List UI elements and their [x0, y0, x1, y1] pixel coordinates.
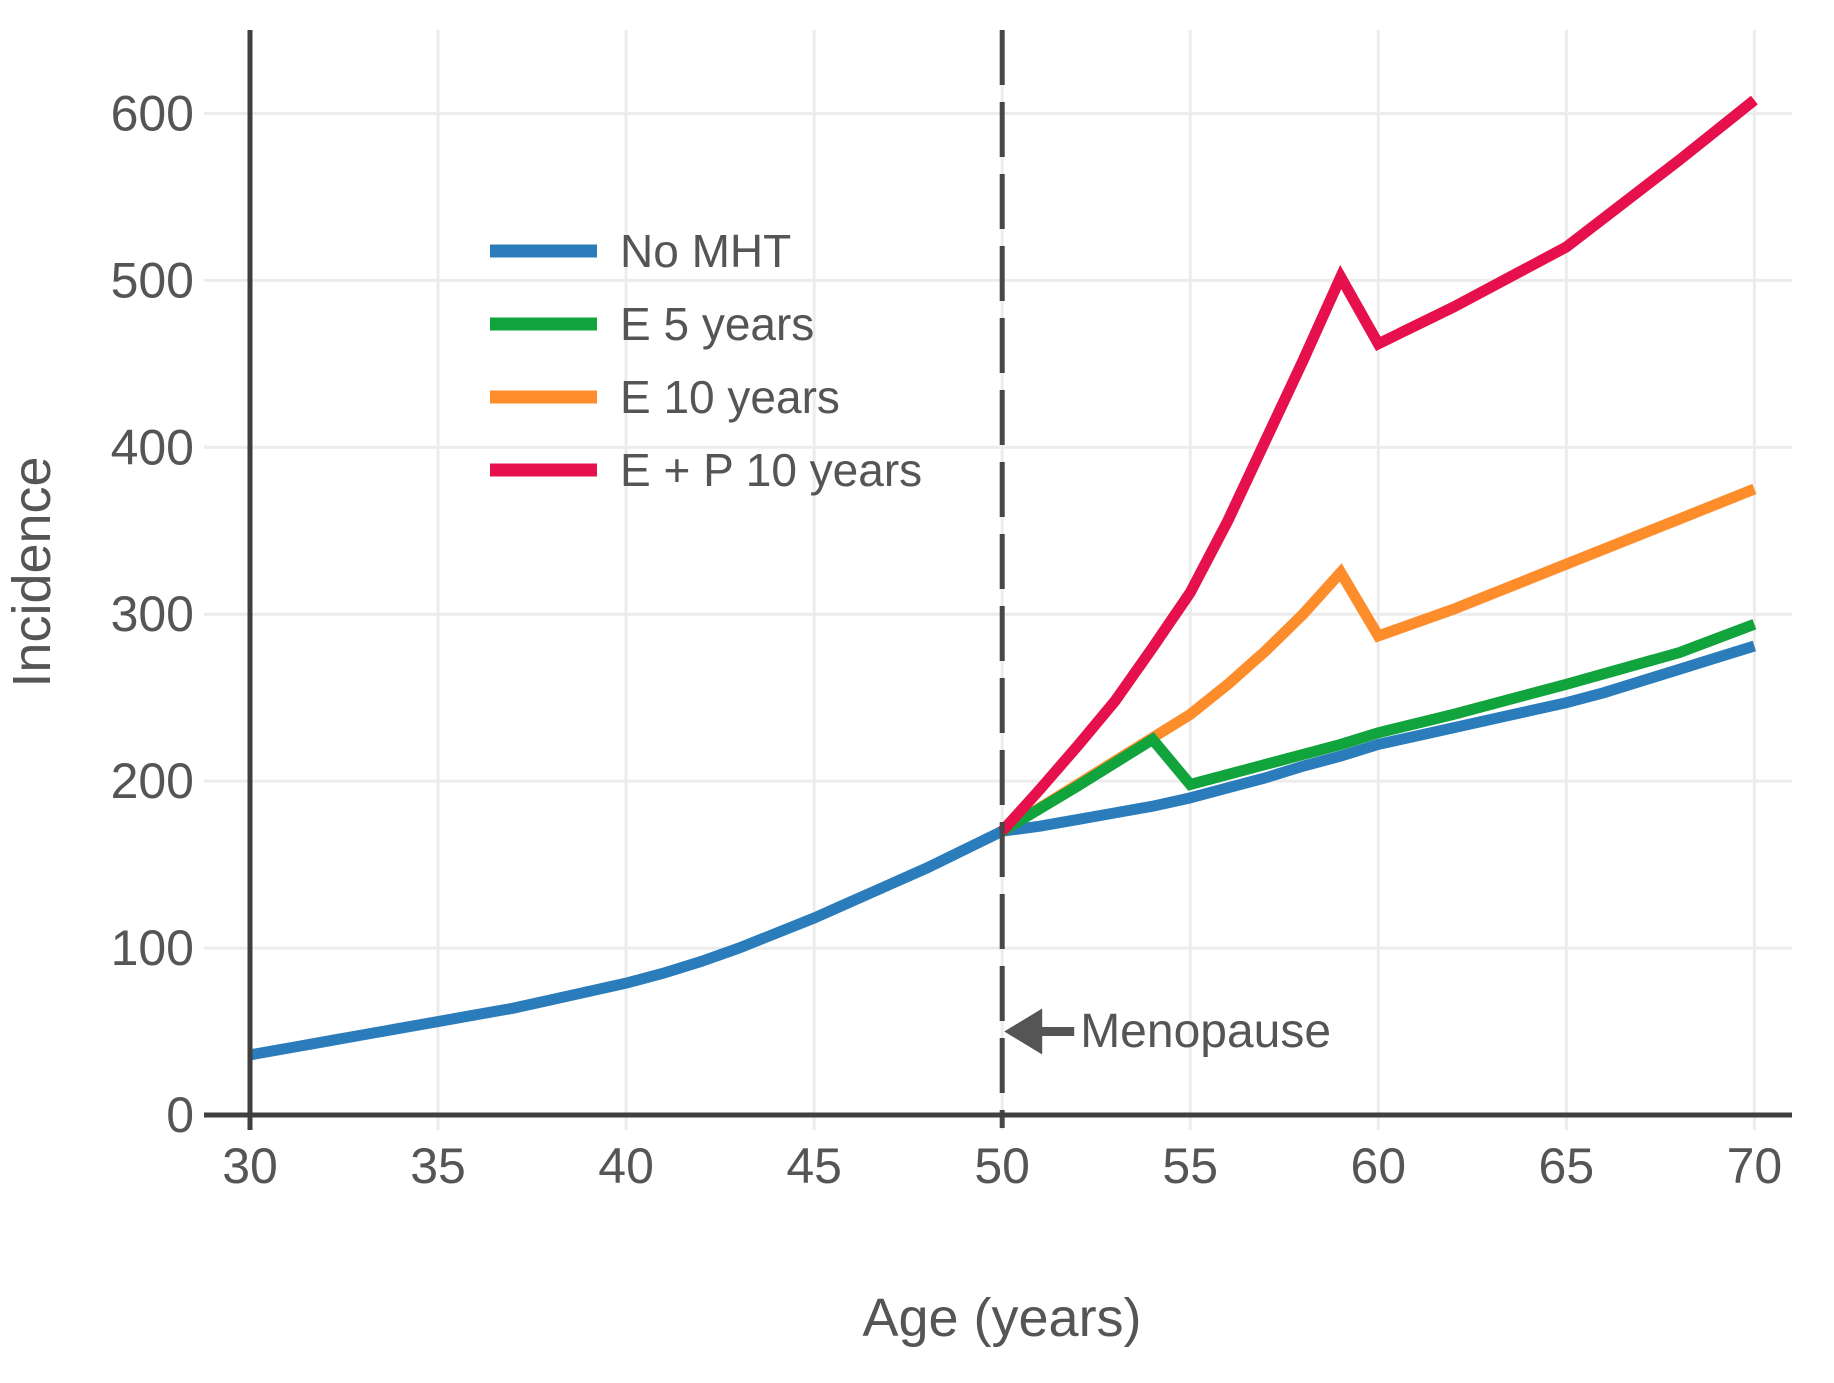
axes	[204, 30, 1792, 1130]
menopause-annotation: Menopause	[1004, 1005, 1331, 1058]
y-tick-label-400: 400	[111, 419, 194, 475]
series-line-e-5-years	[999, 619, 1757, 836]
legend-item-no-mht: No MHT	[490, 225, 791, 277]
x-tick-label-55: 55	[1162, 1138, 1218, 1194]
y-tick-label-0: 0	[166, 1087, 194, 1143]
legend-label: E 5 years	[620, 298, 814, 350]
y-tick-label-100: 100	[111, 920, 194, 976]
x-tick-label-70: 70	[1727, 1138, 1783, 1194]
x-tick-labels: 30 35 40 45 50 55 60 65 70	[222, 1138, 1782, 1194]
x-tick-label-40: 40	[598, 1138, 654, 1194]
legend: No MHT E 5 years E 10 years E + P 10 years	[490, 225, 922, 496]
x-tick-label-60: 60	[1350, 1138, 1406, 1194]
menopause-label: Menopause	[1080, 1005, 1331, 1058]
y-tick-label-600: 600	[111, 85, 194, 141]
series-line-e-p-10-years	[998, 95, 1758, 835]
arrow-left-icon	[1004, 1008, 1043, 1055]
x-tick-label-35: 35	[410, 1138, 466, 1194]
y-tick-label-200: 200	[111, 753, 194, 809]
legend-label: E + P 10 years	[620, 444, 922, 496]
x-tick-label-30: 30	[222, 1138, 278, 1194]
legend-item-e-p-10-years: E + P 10 years	[490, 444, 922, 496]
y-axis-title: Incidence	[2, 456, 62, 687]
x-axis-title: Age (years)	[862, 1288, 1141, 1348]
legend-label: No MHT	[620, 225, 791, 277]
vertical-gridlines	[436, 30, 1756, 1130]
x-tick-label-50: 50	[974, 1138, 1030, 1194]
y-tick-labels: 0 100 200 300 400 500 600	[111, 85, 194, 1143]
legend-item-e-5-years: E 5 years	[490, 298, 814, 350]
x-tick-label-45: 45	[786, 1138, 842, 1194]
horizontal-gridlines	[204, 111, 1792, 950]
y-tick-label-500: 500	[111, 252, 194, 308]
legend-label: E 10 years	[620, 371, 840, 423]
x-tick-label-65: 65	[1539, 1138, 1595, 1194]
y-tick-label-300: 300	[111, 586, 194, 642]
legend-item-e-10-years: E 10 years	[490, 371, 840, 423]
